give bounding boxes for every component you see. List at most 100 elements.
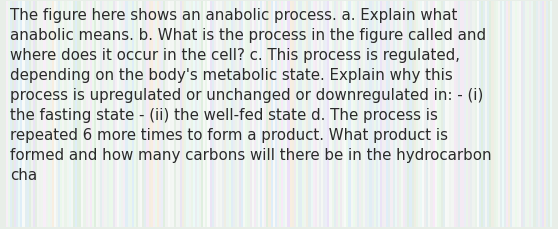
Bar — [473, 2, 475, 227]
Bar — [294, 2, 296, 227]
Bar — [199, 2, 201, 227]
Bar — [104, 2, 107, 227]
Bar — [372, 2, 374, 227]
Bar — [203, 2, 205, 227]
Bar — [382, 2, 384, 227]
Bar — [193, 2, 195, 227]
Bar — [323, 2, 325, 227]
Bar — [35, 2, 37, 227]
Bar — [262, 2, 264, 227]
Bar — [77, 2, 79, 227]
Bar — [391, 2, 393, 227]
Bar — [147, 2, 148, 227]
Bar — [94, 2, 96, 227]
Bar — [163, 2, 165, 227]
Bar — [239, 2, 241, 227]
Bar — [411, 2, 413, 227]
Bar — [214, 2, 216, 227]
Bar — [290, 2, 292, 227]
Bar — [312, 2, 315, 227]
Bar — [249, 2, 252, 227]
Bar — [285, 2, 287, 227]
Bar — [437, 2, 439, 227]
Bar — [58, 2, 60, 227]
Bar — [110, 2, 113, 227]
Bar — [454, 2, 456, 227]
Bar — [502, 2, 504, 227]
Bar — [167, 2, 170, 227]
Bar — [273, 2, 275, 227]
Bar — [449, 2, 451, 227]
Bar — [325, 2, 328, 227]
Bar — [22, 2, 25, 227]
Bar — [523, 2, 525, 227]
Bar — [151, 2, 153, 227]
Bar — [121, 2, 123, 227]
Bar — [138, 2, 140, 227]
Bar — [531, 2, 533, 227]
Bar — [292, 2, 294, 227]
Bar — [172, 2, 174, 227]
Bar — [50, 2, 52, 227]
Bar — [115, 2, 117, 227]
Bar — [504, 2, 506, 227]
Bar — [92, 2, 94, 227]
Bar — [8, 2, 10, 227]
Bar — [54, 2, 56, 227]
Bar — [340, 2, 342, 227]
Bar — [176, 2, 178, 227]
Bar — [393, 2, 395, 227]
Bar — [296, 2, 298, 227]
Bar — [132, 2, 134, 227]
Bar — [496, 2, 498, 227]
Bar — [315, 2, 317, 227]
Bar — [73, 2, 75, 227]
Bar — [33, 2, 35, 227]
Bar — [384, 2, 386, 227]
Bar — [500, 2, 502, 227]
Bar — [129, 2, 132, 227]
Bar — [544, 2, 546, 227]
Bar — [109, 2, 110, 227]
Bar — [153, 2, 155, 227]
Bar — [519, 2, 521, 227]
Bar — [83, 2, 85, 227]
Bar — [191, 2, 193, 227]
Bar — [155, 2, 157, 227]
Bar — [378, 2, 380, 227]
Bar — [311, 2, 312, 227]
Bar — [511, 2, 512, 227]
Bar — [44, 2, 46, 227]
Bar — [85, 2, 88, 227]
Bar — [208, 2, 210, 227]
Bar — [466, 2, 468, 227]
Bar — [279, 2, 281, 227]
Bar — [456, 2, 458, 227]
Bar — [37, 2, 39, 227]
Bar — [353, 2, 355, 227]
Bar — [159, 2, 161, 227]
Bar — [98, 2, 100, 227]
Bar — [123, 2, 126, 227]
Bar — [237, 2, 239, 227]
Bar — [90, 2, 92, 227]
Bar — [489, 2, 492, 227]
Bar — [258, 2, 260, 227]
Bar — [304, 2, 306, 227]
Bar — [140, 2, 142, 227]
Bar — [380, 2, 382, 227]
Bar — [386, 2, 388, 227]
Bar — [27, 2, 28, 227]
Bar — [201, 2, 203, 227]
Bar — [493, 2, 496, 227]
Bar — [309, 2, 311, 227]
Bar — [266, 2, 268, 227]
Bar — [506, 2, 508, 227]
Bar — [514, 2, 517, 227]
Bar — [113, 2, 115, 227]
Bar — [306, 2, 309, 227]
Bar — [369, 2, 372, 227]
Bar — [65, 2, 66, 227]
Bar — [355, 2, 357, 227]
Bar — [329, 2, 331, 227]
